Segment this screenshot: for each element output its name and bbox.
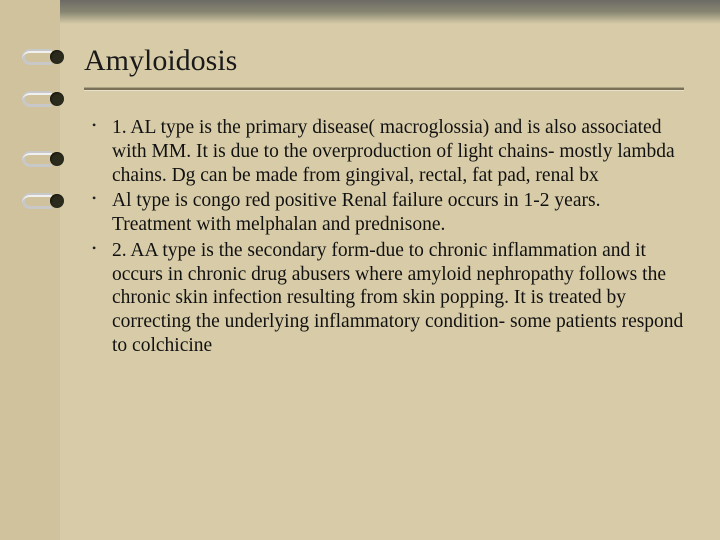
spiral-binding bbox=[0, 0, 60, 540]
slide: Amyloidosis 1. AL type is the primary di… bbox=[0, 0, 720, 540]
top-shadow bbox=[0, 0, 720, 24]
content-area: Amyloidosis 1. AL type is the primary di… bbox=[84, 44, 684, 510]
title-underline bbox=[84, 88, 684, 90]
binder-ring-icon bbox=[28, 146, 58, 172]
bullet-text: 1. AL type is the primary disease( macro… bbox=[112, 117, 675, 186]
binder-ring-icon bbox=[28, 188, 58, 214]
bullet-text: Al type is congo red positive Renal fail… bbox=[112, 190, 600, 235]
bullet-item: Al type is congo red positive Renal fail… bbox=[84, 189, 684, 237]
bullet-item: 1. AL type is the primary disease( macro… bbox=[84, 116, 684, 187]
bullet-item: 2. AA type is the secondary form-due to … bbox=[84, 239, 684, 358]
bullet-text: 2. AA type is the secondary form-due to … bbox=[112, 240, 683, 356]
slide-title: Amyloidosis bbox=[84, 44, 684, 78]
bullet-list: 1. AL type is the primary disease( macro… bbox=[84, 116, 684, 358]
binder-ring-icon bbox=[28, 44, 58, 70]
binder-ring-icon bbox=[28, 86, 58, 112]
